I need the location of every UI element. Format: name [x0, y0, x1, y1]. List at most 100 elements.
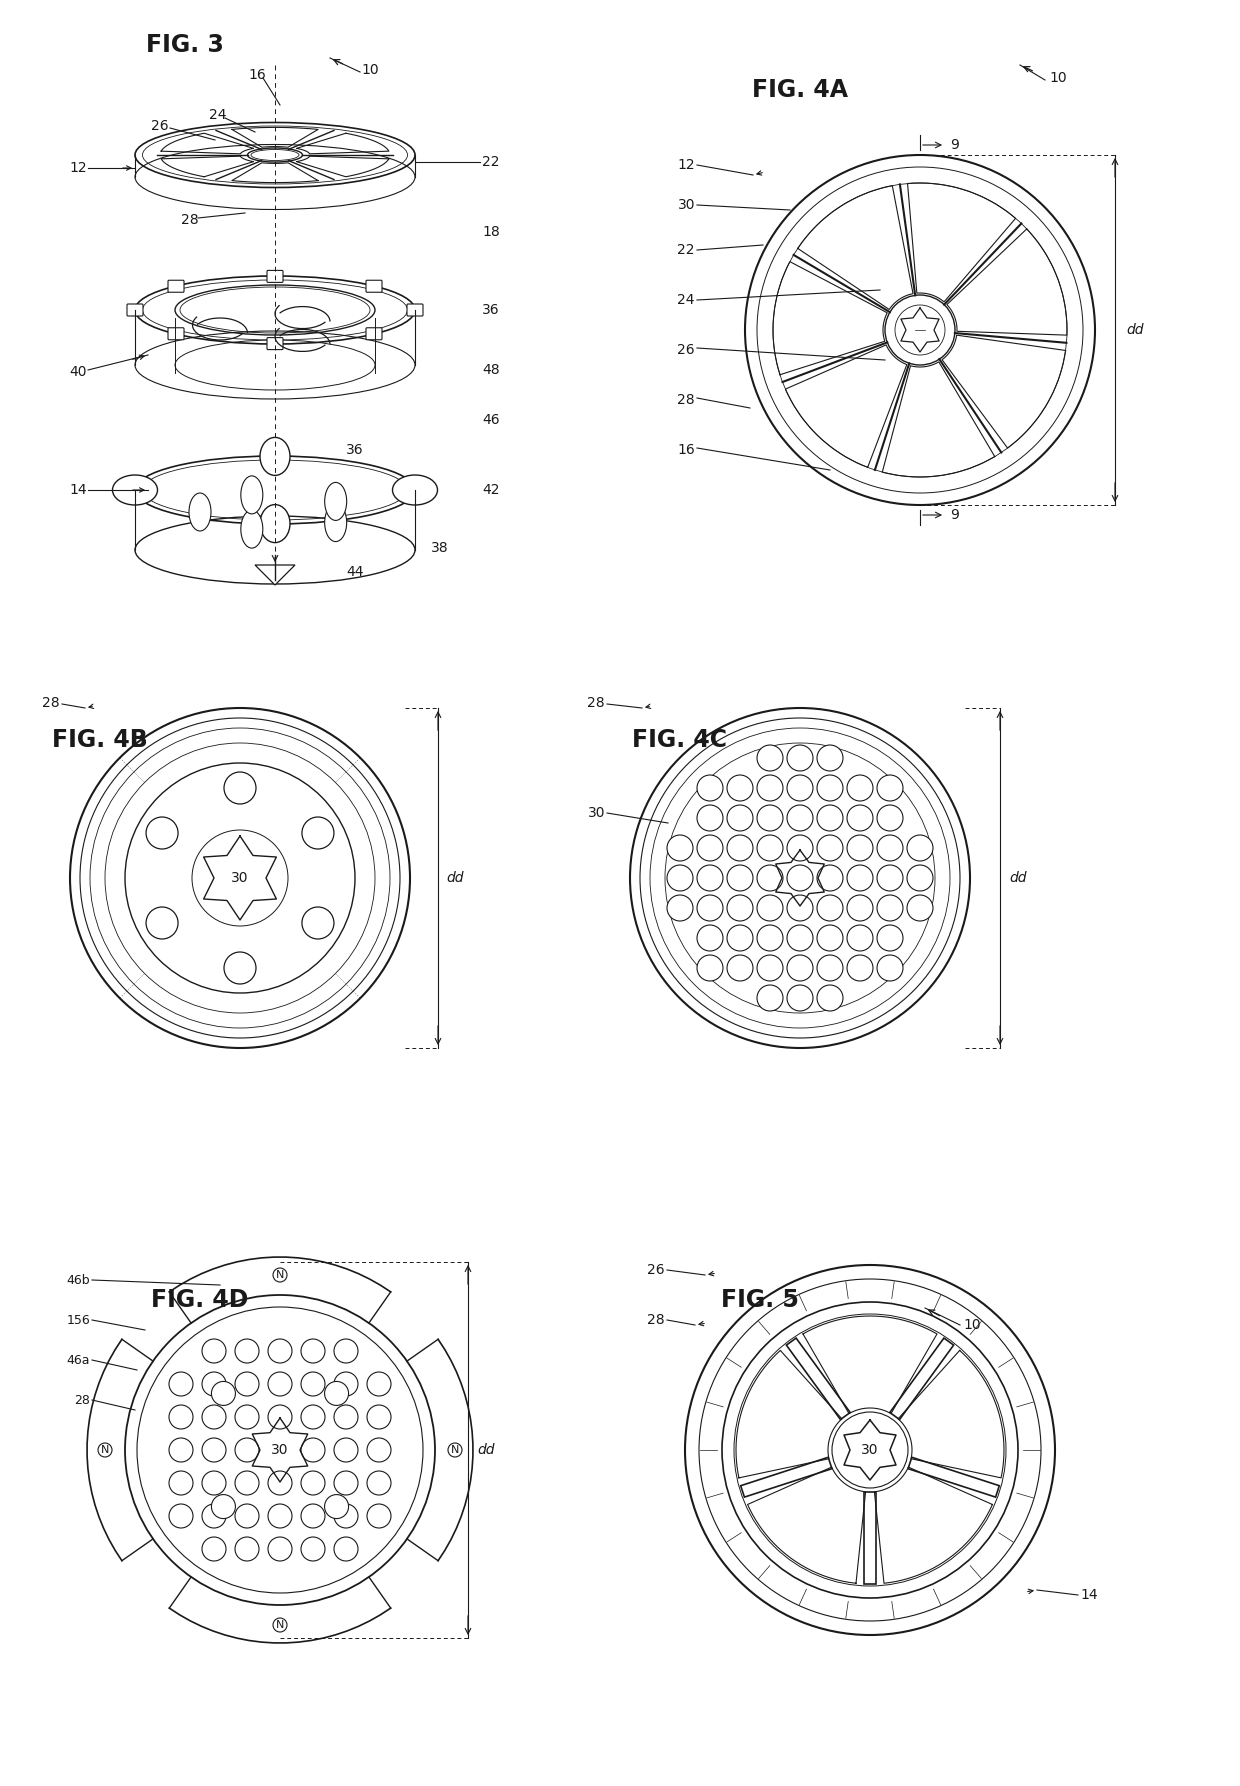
- Text: 22: 22: [677, 243, 694, 257]
- Text: 16: 16: [248, 68, 265, 82]
- Circle shape: [334, 1372, 358, 1397]
- Circle shape: [745, 155, 1095, 505]
- Circle shape: [906, 836, 932, 861]
- Ellipse shape: [113, 475, 157, 505]
- Circle shape: [697, 805, 723, 830]
- Circle shape: [367, 1504, 391, 1529]
- Text: 36: 36: [346, 443, 363, 457]
- Circle shape: [756, 775, 782, 800]
- Text: dd: dd: [1009, 872, 1027, 886]
- Circle shape: [202, 1538, 226, 1561]
- Circle shape: [877, 956, 903, 981]
- Text: 36: 36: [482, 304, 500, 316]
- Circle shape: [667, 864, 693, 891]
- Circle shape: [212, 1381, 236, 1406]
- Circle shape: [202, 1340, 226, 1363]
- Circle shape: [98, 1443, 112, 1457]
- Text: 22: 22: [482, 155, 500, 170]
- Circle shape: [236, 1372, 259, 1397]
- Ellipse shape: [241, 511, 263, 548]
- Text: N: N: [275, 1270, 284, 1281]
- Circle shape: [817, 895, 843, 922]
- Text: 28: 28: [588, 697, 605, 711]
- Circle shape: [877, 805, 903, 830]
- Text: 26: 26: [677, 343, 694, 357]
- Circle shape: [334, 1438, 358, 1463]
- Text: 14: 14: [69, 482, 87, 497]
- Polygon shape: [908, 1457, 999, 1497]
- Circle shape: [787, 925, 813, 950]
- Circle shape: [202, 1504, 226, 1529]
- Circle shape: [91, 729, 391, 1029]
- Circle shape: [727, 895, 753, 922]
- Text: N: N: [451, 1445, 459, 1456]
- Circle shape: [334, 1406, 358, 1429]
- FancyBboxPatch shape: [366, 329, 382, 339]
- Circle shape: [334, 1340, 358, 1363]
- Circle shape: [787, 864, 813, 891]
- Circle shape: [787, 836, 813, 861]
- Circle shape: [81, 718, 401, 1038]
- FancyBboxPatch shape: [167, 329, 184, 339]
- FancyBboxPatch shape: [126, 304, 143, 316]
- Circle shape: [847, 864, 873, 891]
- Circle shape: [202, 1372, 226, 1397]
- Circle shape: [697, 895, 723, 922]
- Circle shape: [136, 1307, 423, 1593]
- Text: 38: 38: [432, 541, 449, 555]
- Circle shape: [684, 1264, 1055, 1634]
- Circle shape: [787, 895, 813, 922]
- Circle shape: [640, 718, 960, 1038]
- Circle shape: [847, 925, 873, 950]
- FancyBboxPatch shape: [267, 338, 283, 350]
- Circle shape: [169, 1438, 193, 1463]
- Polygon shape: [740, 1457, 832, 1497]
- Circle shape: [105, 743, 374, 1013]
- Circle shape: [146, 907, 179, 939]
- Circle shape: [817, 836, 843, 861]
- Circle shape: [847, 805, 873, 830]
- Circle shape: [273, 1268, 286, 1282]
- Circle shape: [756, 168, 1083, 493]
- Circle shape: [832, 1413, 908, 1488]
- Circle shape: [877, 895, 903, 922]
- Text: 9: 9: [951, 138, 960, 152]
- Circle shape: [697, 864, 723, 891]
- Text: dd: dd: [1126, 323, 1143, 338]
- Circle shape: [273, 1618, 286, 1632]
- Text: FIG. 4C: FIG. 4C: [632, 729, 728, 752]
- Circle shape: [303, 816, 334, 848]
- Circle shape: [727, 956, 753, 981]
- Text: 26: 26: [151, 120, 169, 132]
- Text: 24: 24: [677, 293, 694, 307]
- Circle shape: [236, 1438, 259, 1463]
- Circle shape: [325, 1381, 348, 1406]
- Text: 30: 30: [588, 805, 605, 820]
- Circle shape: [665, 743, 935, 1013]
- Text: dd: dd: [446, 872, 464, 886]
- Circle shape: [756, 836, 782, 861]
- Circle shape: [847, 956, 873, 981]
- Circle shape: [906, 895, 932, 922]
- Circle shape: [268, 1504, 291, 1529]
- Text: 9: 9: [951, 507, 960, 522]
- Circle shape: [236, 1406, 259, 1429]
- Text: 18: 18: [482, 225, 500, 239]
- Circle shape: [877, 864, 903, 891]
- Polygon shape: [255, 564, 295, 586]
- Ellipse shape: [325, 504, 347, 541]
- Circle shape: [169, 1406, 193, 1429]
- Circle shape: [877, 925, 903, 950]
- Circle shape: [756, 895, 782, 922]
- Circle shape: [756, 925, 782, 950]
- Circle shape: [817, 956, 843, 981]
- Circle shape: [650, 729, 950, 1029]
- Circle shape: [334, 1504, 358, 1529]
- Circle shape: [756, 805, 782, 830]
- Circle shape: [667, 895, 693, 922]
- FancyBboxPatch shape: [267, 270, 283, 282]
- Circle shape: [268, 1406, 291, 1429]
- Circle shape: [727, 775, 753, 800]
- Circle shape: [847, 895, 873, 922]
- Circle shape: [212, 1495, 236, 1518]
